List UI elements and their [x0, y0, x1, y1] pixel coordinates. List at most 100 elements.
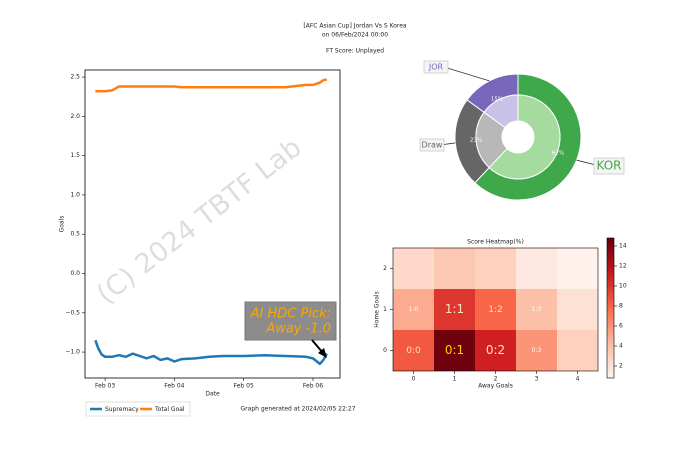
x-tick-label: 1	[453, 376, 457, 383]
colorbar-step	[607, 348, 614, 351]
colorbar-step	[607, 242, 614, 245]
y-tick-label: −1.0	[65, 349, 80, 356]
x-tick-label: Feb 03	[95, 383, 115, 390]
y-tick-label: 1.0	[70, 191, 80, 198]
colorbar-step	[607, 248, 614, 251]
colorbar-step	[607, 314, 614, 317]
y-tick-label: 1.5	[70, 152, 80, 159]
colorbar-step	[607, 296, 614, 299]
inner-slice	[475, 111, 508, 169]
colorbar-step	[607, 346, 614, 349]
annotation-text: AI HDC Pick:	[250, 307, 331, 322]
colorbar-step	[607, 318, 614, 321]
colorbar-step	[607, 268, 614, 271]
colorbar-step	[607, 316, 614, 319]
heatmap-title: Score Heatmap(%)	[467, 239, 524, 246]
colorbar-step	[607, 374, 614, 377]
legend-label: Total Goal	[154, 406, 185, 413]
colorbar-step	[607, 376, 614, 379]
colorbar-step	[607, 238, 614, 241]
colorbar-step	[607, 304, 614, 307]
label-box	[593, 157, 625, 175]
x-tick-label: Feb 05	[234, 383, 254, 390]
colorbar-step	[607, 310, 614, 313]
heatmap-cell	[516, 289, 557, 330]
y-axis-label: Home Goals	[374, 291, 381, 327]
annotation-arrowhead	[318, 348, 327, 358]
label-box	[423, 60, 449, 74]
cell-label: 1:2	[488, 305, 502, 315]
colorbar-tick-label: 12	[619, 263, 627, 270]
annotation-box	[244, 301, 337, 341]
line-series	[94, 339, 328, 366]
heatmap-cell	[434, 330, 475, 371]
colorbar-step	[607, 252, 614, 255]
y-tick-label: 0.0	[70, 270, 80, 277]
colorbar-step	[607, 270, 614, 273]
heatmap-cell	[475, 289, 516, 330]
category-label: KOR	[597, 159, 622, 173]
colorbar-step	[607, 328, 614, 331]
value-label: 15%	[491, 97, 503, 103]
colorbar-step	[607, 360, 614, 363]
colorbar-step	[607, 246, 614, 249]
colorbar-step	[607, 342, 614, 345]
x-axis-label: Away Goals	[478, 383, 513, 390]
colorbar-step	[607, 264, 614, 267]
colorbar-step	[607, 256, 614, 259]
colorbar-step	[607, 240, 614, 243]
colorbar-step	[607, 356, 614, 359]
colorbar-step	[607, 272, 614, 275]
label-box	[419, 138, 445, 152]
colorbar-step	[607, 350, 614, 353]
heatmap-cell	[393, 248, 434, 289]
x-tick-label: Feb 06	[303, 383, 323, 390]
heatmap-cell	[557, 330, 598, 371]
cell-label: 0:0	[406, 346, 421, 356]
heatmap-cell	[434, 248, 475, 289]
colorbar-step	[607, 300, 614, 303]
y-tick-label: 2.0	[70, 113, 80, 120]
heatmap-cell	[475, 248, 516, 289]
colorbar-step	[607, 284, 614, 287]
x-tick-label: 2	[494, 376, 498, 383]
footer: Graph generated at 2024/02/05 22:27	[241, 406, 356, 413]
colorbar-step	[607, 354, 614, 357]
cell-label: 1:0	[409, 306, 419, 313]
y-tick-label: 2.5	[70, 74, 80, 81]
legend-box	[85, 401, 191, 417]
heatmap-cell	[516, 330, 557, 371]
heatmap-cell	[516, 248, 557, 289]
label-leader	[443, 66, 490, 82]
colorbar-step	[607, 298, 614, 301]
colorbar-step	[607, 330, 614, 333]
y-tick-label: 0.5	[70, 231, 80, 238]
colorbar-step	[607, 352, 614, 355]
colorbar-step	[607, 282, 614, 285]
colorbar-step	[607, 288, 614, 291]
colorbar-step	[607, 308, 614, 311]
colorbar-frame	[606, 237, 615, 379]
category-label: Draw	[422, 141, 443, 150]
colorbar-step	[607, 244, 614, 247]
colorbar-step	[607, 312, 614, 315]
colorbar-step	[607, 336, 614, 339]
colorbar-tick-label: 10	[619, 283, 627, 290]
cell-label: 0:3	[532, 347, 542, 354]
cell-label: 0:1	[445, 343, 464, 357]
colorbar-step	[607, 322, 614, 325]
colorbar-step	[607, 258, 614, 261]
value-label: 23%	[470, 138, 482, 144]
y-tick-label: −0.5	[65, 309, 80, 316]
colorbar-step	[607, 274, 614, 277]
colorbar-step	[607, 368, 614, 371]
watermark: (C) 2024 TBTF Lab	[91, 132, 307, 310]
colorbar-step	[607, 372, 614, 375]
colorbar-step	[607, 306, 614, 309]
colorbar-step	[607, 326, 614, 329]
inner-slice	[488, 94, 561, 180]
colorbar-step	[607, 332, 614, 335]
heatmap-cell	[393, 330, 434, 371]
heatmap-cell	[557, 289, 598, 330]
